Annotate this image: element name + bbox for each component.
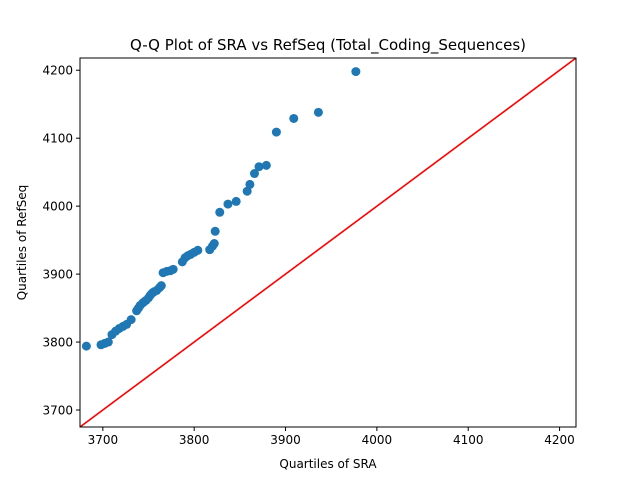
data-point [156,281,166,291]
data-point [193,245,203,255]
x-tick-label: 3800 [179,433,210,447]
data-point [215,207,225,217]
y-tick-label: 3800 [42,336,73,350]
y-axis-label: Quartiles of RefSeq [15,185,29,301]
x-tick-label: 4000 [362,433,393,447]
x-tick-label: 3700 [88,433,119,447]
x-tick-label: 4200 [544,433,575,447]
y-tick-label: 3700 [42,404,73,418]
data-point [223,199,233,209]
data-point [249,169,259,179]
data-point [210,226,220,236]
data-point [254,162,264,172]
data-point [289,113,299,123]
x-tick-label: 4100 [453,433,484,447]
data-point [261,160,271,170]
reference-line [80,58,576,427]
data-point [231,196,241,206]
data-point [81,341,91,351]
data-point [242,186,252,196]
data-point [271,127,281,137]
chart-title: Q-Q Plot of SRA vs RefSeq (Total_Coding_… [130,36,526,55]
data-point [209,239,219,249]
data-point [351,67,361,77]
y-tick-label: 4100 [42,132,73,146]
data-point [103,337,113,347]
data-point [313,107,323,117]
y-tick-label: 4200 [42,64,73,78]
x-tick-label: 3900 [270,433,301,447]
y-tick-label: 3900 [42,268,73,282]
data-point [245,179,255,189]
plot-frame [79,57,577,428]
data-point [168,264,178,274]
data-point [126,315,136,325]
y-tick-label: 4000 [42,200,73,214]
x-axis-label: Quartiles of SRA [279,457,377,471]
